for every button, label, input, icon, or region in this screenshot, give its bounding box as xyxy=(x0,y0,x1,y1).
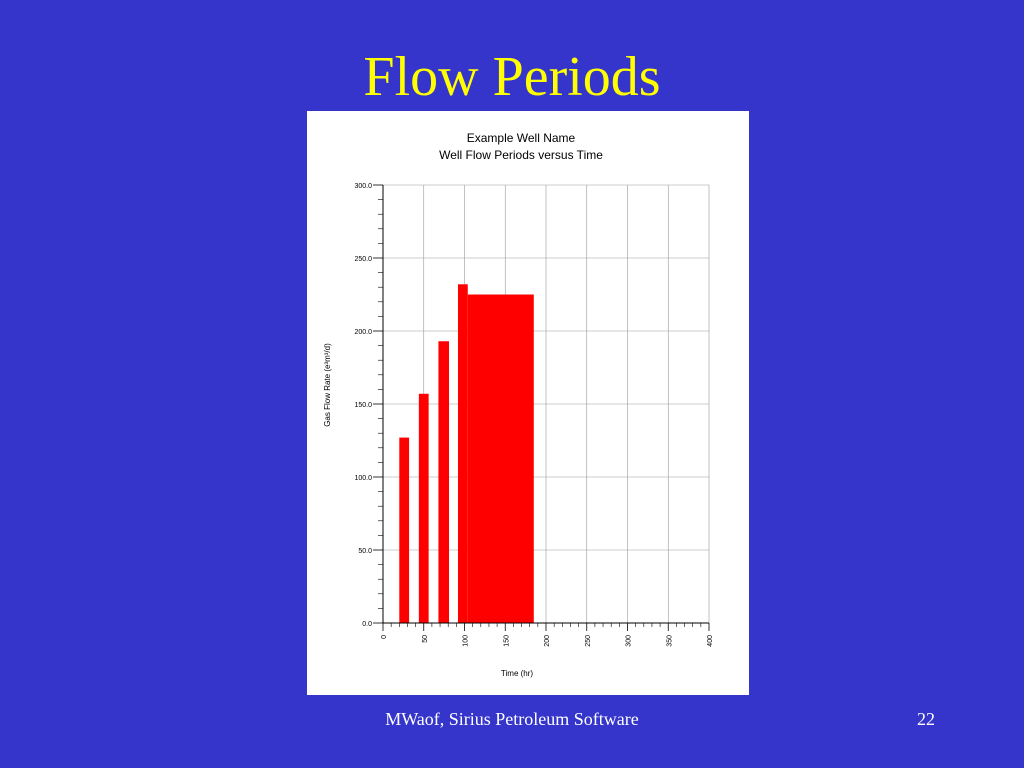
x-tick-label: 300 xyxy=(626,635,633,647)
bar xyxy=(438,341,450,623)
footer: MWaof, Sirius Petroleum Software xyxy=(385,709,639,729)
x-tick-label: 200 xyxy=(544,635,551,647)
bar xyxy=(399,437,410,623)
x-tick-label: 400 xyxy=(707,635,714,647)
x-tick-label: 0 xyxy=(381,635,388,639)
y-tick-label: 300.0 xyxy=(354,183,372,190)
x-tick-label: 150 xyxy=(503,635,510,647)
x-tick-label: 50 xyxy=(422,635,429,643)
x-tick-label: 100 xyxy=(463,635,470,647)
chart-subtitle: Well Flow Periods versus Time xyxy=(439,148,603,162)
x-tick-label: 350 xyxy=(666,635,673,647)
bar xyxy=(457,284,468,623)
y-tick-label: 0.0 xyxy=(362,621,372,628)
bar xyxy=(467,294,534,623)
y-tick-label: 250.0 xyxy=(354,256,372,263)
slide-title: Flow Periods xyxy=(363,46,660,108)
page-number: 22 xyxy=(917,709,935,729)
y-axis-label: Gas Flow Rate (e³m³/d) xyxy=(323,343,332,427)
bar xyxy=(418,393,429,623)
y-tick-label: 150.0 xyxy=(354,402,372,409)
chart: Example Well Name Well Flow Periods vers… xyxy=(323,131,714,678)
y-tick-label: 100.0 xyxy=(354,475,372,482)
y-tick-label: 50.0 xyxy=(358,548,372,555)
x-axis-label: Time (hr) xyxy=(501,669,533,678)
y-tick-label: 200.0 xyxy=(354,329,372,336)
x-tick-label: 250 xyxy=(585,635,592,647)
chart-title: Example Well Name xyxy=(467,131,576,145)
